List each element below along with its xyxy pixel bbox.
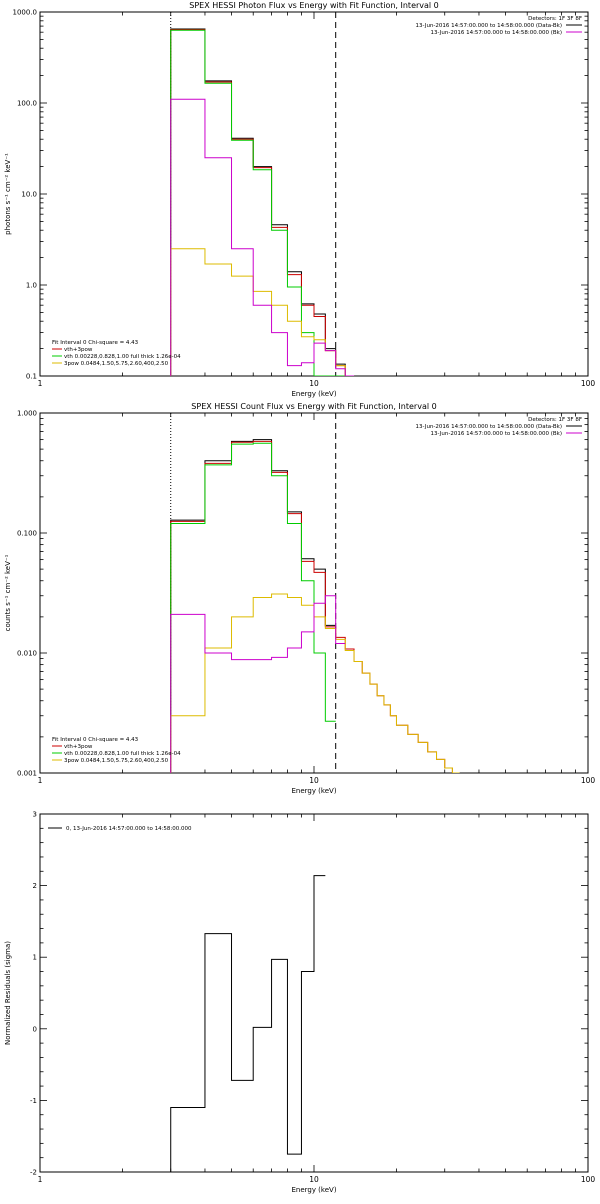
chart-panel-2: SPEX HESSI Count Flux vs Energy with Fit… <box>4 402 595 795</box>
y-tick-label: 1 <box>33 954 37 962</box>
legend-entry: 13-Jun-2016 14:57:00.000 to 14:58:00.000… <box>430 431 562 437</box>
series-vth-3pow <box>170 440 460 773</box>
series-group <box>170 875 326 1172</box>
legend-entry: 13-Jun-2016 14:57:00.000 to 14:58:00.000… <box>430 30 562 36</box>
y-axis: 0.1 1.0 10.0 100.0 1000.0 photons s⁻¹ cm⁻² ke… <box>4 9 588 381</box>
legend-entry: 13-Jun-2016 14:57:00.000 to 14:58:00.000… <box>416 424 562 430</box>
legend-entry: 3pow 0.0484,1.50,5.75,2.60,400,2.50 <box>64 361 169 367</box>
legend-entry: vth 0.00228,0.828,1.00 full thick 1.26e-… <box>64 354 181 360</box>
y-tick-label: 3 <box>33 811 37 819</box>
chart-panel-1: SPEX HESSI Photon Flux vs Energy with Fi… <box>4 1 595 398</box>
x-axis: 1 10 100 Energy (keV) <box>38 814 596 1194</box>
series-data <box>170 28 355 376</box>
legend-entry: 0, 13-Jun-2016 14:57:00.000 to 14:58:00.… <box>66 826 192 832</box>
legend-entry: 13-Jun-2016 14:57:00.000 to 14:58:00.000… <box>416 23 562 29</box>
y-axis: 0.001 0.010 0.100 1.000 counts s⁻¹ cm⁻² keV⁻… <box>4 410 588 778</box>
x-tick-label: 10 <box>309 1175 319 1184</box>
legend-entry: vth+3pow <box>64 347 93 353</box>
legend-entry: vth+3pow <box>64 744 93 750</box>
chart-title: SPEX HESSI Photon Flux vs Energy with Fi… <box>189 1 439 10</box>
y-tick-label: 0.100 <box>17 530 37 538</box>
chart-title: SPEX HESSI Count Flux vs Energy with Fit… <box>191 402 436 411</box>
series-vth-3pow <box>170 29 355 376</box>
y-tick-label: 1.000 <box>17 410 37 418</box>
plot-frame <box>39 11 589 377</box>
y-tick-label: 1000.0 <box>13 9 38 17</box>
y-tick-label: 0.001 <box>17 770 37 778</box>
series-residuals <box>170 875 326 1172</box>
plot-frame <box>39 813 589 1173</box>
x-axis-label: Energy (keV) <box>291 1186 336 1194</box>
legend-header: Fit Interval 0 Chi-square = 4.43 <box>52 737 139 743</box>
y-axis-label: counts s⁻¹ cm⁻² keV⁻¹ <box>4 554 12 631</box>
x-tick-label: 10 <box>309 379 319 388</box>
series-group <box>170 28 355 376</box>
legend-bottom: Fit Interval 0 Chi-square = 4.43vth+3pow… <box>52 737 181 764</box>
x-tick-label: 10 <box>309 776 319 785</box>
x-tick-label: 1 <box>38 379 43 388</box>
y-axis: -2 -1 0 1 2 3 Normalized Residuals (sigma) <box>4 811 588 1177</box>
y-tick-label: 0.010 <box>17 650 37 658</box>
x-tick-label: 100 <box>581 1175 596 1184</box>
y-tick-label: 10.0 <box>21 191 37 199</box>
series-3pow <box>170 593 460 773</box>
legend-entry: 3pow 0.0484,1.50,5.75,2.60,400,2.50 <box>64 758 169 764</box>
y-tick-label: -1 <box>30 1097 37 1105</box>
x-tick-label: 100 <box>581 379 596 388</box>
y-tick-label: 1.0 <box>26 282 37 290</box>
legend-bottom: Fit Interval 0 Chi-square = 4.43vth+3pow… <box>52 340 181 367</box>
x-axis-label: Energy (keV) <box>291 787 336 795</box>
x-axis-label: Energy (keV) <box>291 390 336 398</box>
y-tick-label: -2 <box>30 1169 37 1177</box>
y-tick-label: 100.0 <box>17 100 37 108</box>
y-axis-label: photons s⁻¹ cm⁻² keV⁻¹ <box>4 153 12 235</box>
x-tick-label: 1 <box>38 776 43 785</box>
y-tick-label: 2 <box>33 882 37 890</box>
chart-panel-3: 1 10 100 Energy (keV) -2 -1 0 1 2 3 Normalized Res… <box>4 811 595 1195</box>
legend-top: 0, 13-Jun-2016 14:57:00.000 to 14:58:00.… <box>48 826 192 832</box>
legend-header: Detectors: 1F 3F 8F <box>528 417 582 423</box>
legend-entry: vth 0.00228,0.828,1.00 full thick 1.26e-… <box>64 751 181 757</box>
series-bk <box>170 98 355 376</box>
series-vth <box>170 442 336 773</box>
legend-header: Fit Interval 0 Chi-square = 4.43 <box>52 340 139 346</box>
series-bk <box>170 595 346 773</box>
x-tick-label: 1 <box>38 1175 43 1184</box>
series-3pow <box>170 248 355 376</box>
legend-header: Detectors: 1F 3F 8F <box>528 16 582 22</box>
y-tick-label: 0.1 <box>26 373 37 381</box>
series-group <box>170 439 460 773</box>
x-tick-label: 100 <box>581 776 596 785</box>
y-axis-label: Normalized Residuals (sigma) <box>4 941 12 1045</box>
series-vth <box>170 29 355 376</box>
y-tick-label: 0 <box>33 1025 37 1033</box>
